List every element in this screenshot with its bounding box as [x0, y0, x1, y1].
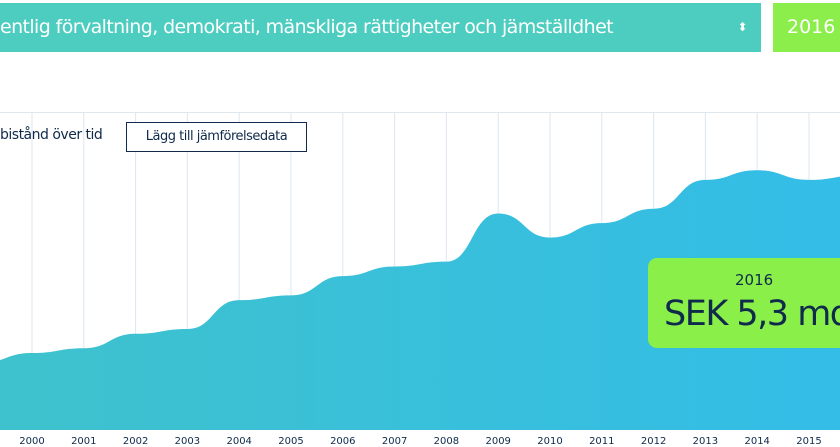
x-tick-label: 2015 — [796, 436, 821, 447]
x-tick-label: 2011 — [589, 436, 614, 447]
x-tick-label: 2003 — [175, 436, 200, 447]
x-tick-label: 2007 — [382, 436, 407, 447]
x-tick-label: 2002 — [123, 436, 148, 447]
area-series — [0, 170, 840, 430]
sector-label: entlig förvaltning, demokrati, mänskliga… — [0, 16, 614, 38]
add-comparison-button[interactable]: Lägg till jämförelsedata — [126, 122, 307, 152]
year-select[interactable]: 2016 — [773, 3, 840, 52]
chart-top-border — [0, 112, 840, 113]
sort-arrows-icon: ⬍ — [737, 20, 748, 34]
tooltip-value: SEK 5,3 mdr — [664, 294, 840, 334]
sector-select[interactable]: entlig förvaltning, demokrati, mänskliga… — [0, 3, 761, 52]
chart-title: bistånd över tid — [0, 127, 103, 143]
value-tooltip: 2016 SEK 5,3 mdr — [648, 258, 840, 348]
x-tick-label: 2010 — [537, 436, 562, 447]
x-tick-label: 2006 — [330, 436, 355, 447]
x-tick-label: 2014 — [744, 436, 769, 447]
x-tick-label: 2005 — [278, 436, 303, 447]
x-tick-label: 2008 — [434, 436, 459, 447]
x-tick-label: 2001 — [71, 436, 96, 447]
x-tick-label: 2009 — [485, 436, 510, 447]
x-tick-label: 2013 — [693, 436, 718, 447]
tooltip-year: 2016 — [735, 271, 774, 289]
x-tick-label: 2012 — [641, 436, 666, 447]
x-tick-label: 2004 — [226, 436, 251, 447]
x-tick-label: 2000 — [19, 436, 44, 447]
